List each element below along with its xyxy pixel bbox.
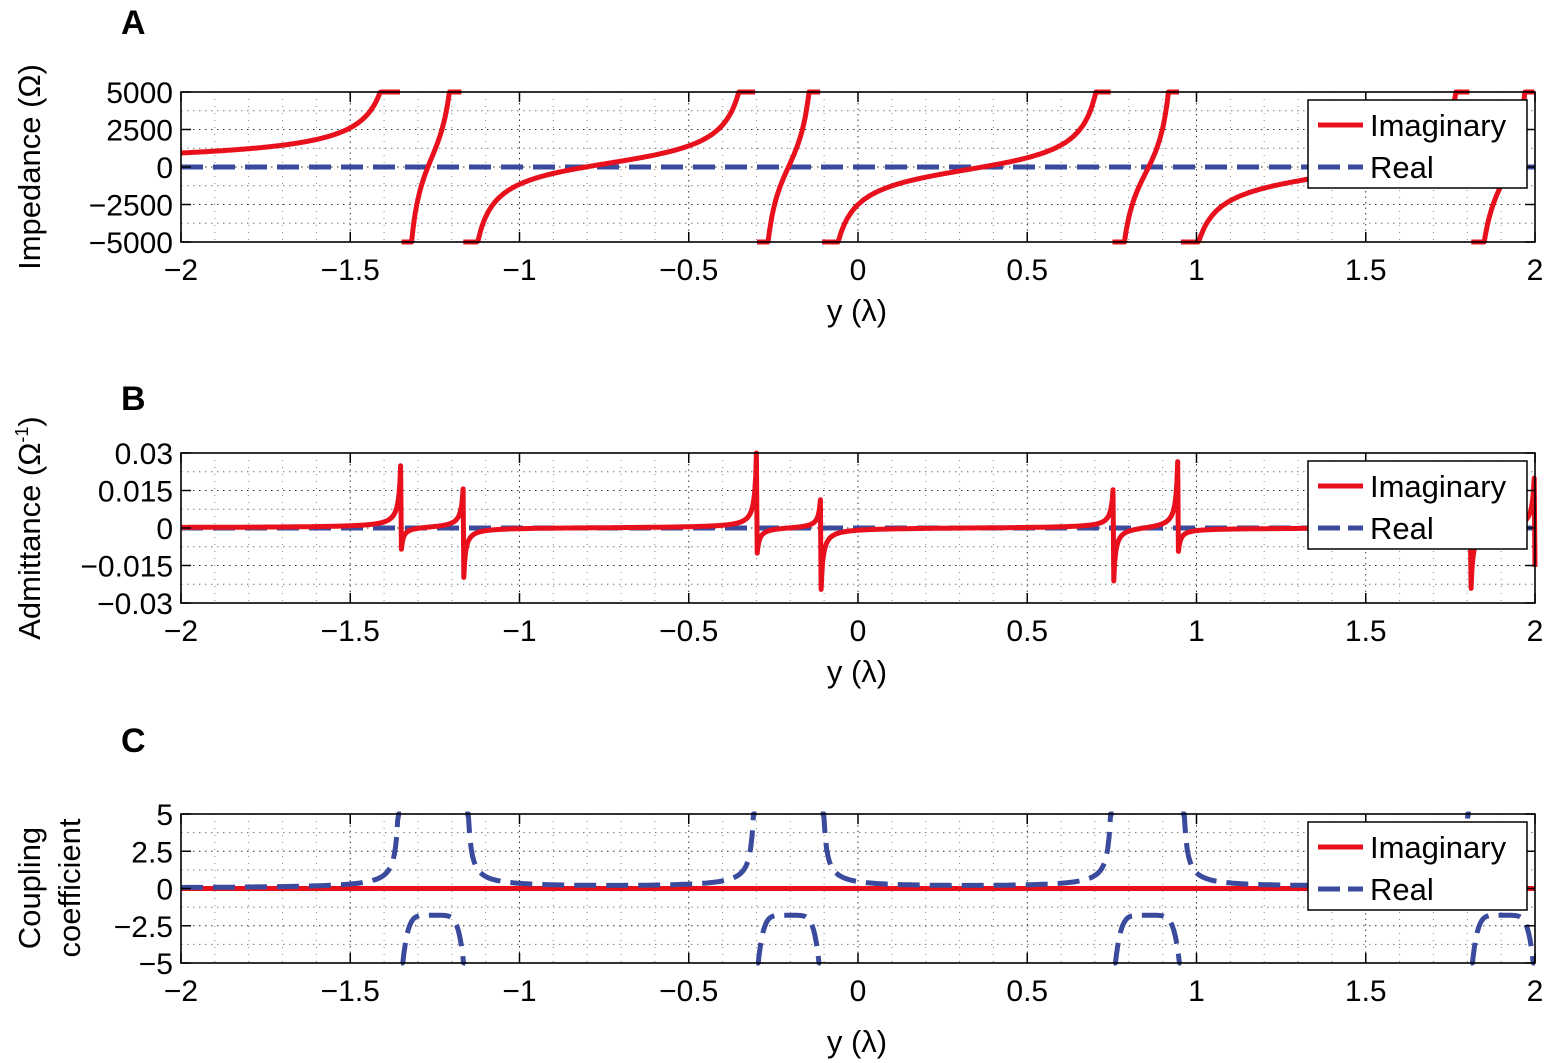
y-ticks-a: 5000 2500 0 −2500 −5000 [89, 77, 1535, 260]
panel-letter-b: B [121, 380, 146, 418]
panel-letter-a: A [121, 4, 146, 42]
y-tick-label: −2.5 [114, 911, 173, 944]
series-real-line [819, 811, 1115, 888]
y-axis-label-c-line2: coefficient [52, 818, 87, 957]
x-tick-label: −1.5 [321, 975, 380, 1008]
legend-box [1307, 821, 1528, 911]
legend-imaginary-label: Imaginary [1370, 108, 1507, 143]
x-tick-label: 2 [1527, 615, 1544, 648]
x-axis-label-c: y (λ) [827, 1024, 887, 1059]
y-axis-label-c-line1: Coupling [12, 827, 47, 949]
legend-c: Imaginary Real [1307, 821, 1528, 911]
x-tick-label: 2 [1527, 975, 1544, 1008]
y-tick-label: 5 [156, 799, 173, 832]
x-tick-label: 0 [850, 615, 867, 648]
y-tick-label: −0.03 [97, 588, 173, 621]
x-tick-label: 0 [850, 254, 867, 287]
legend-a: Imaginary Real [1307, 99, 1528, 189]
x-tick-label: −0.5 [659, 615, 718, 648]
y-tick-label: 5000 [106, 77, 173, 110]
x-tick-label: −1.5 [321, 615, 380, 648]
series-real-line [1111, 912, 1184, 966]
y-tick-label: 0 [156, 513, 173, 546]
series-real-line [1468, 912, 1538, 966]
y-tick-label: 2500 [106, 115, 173, 148]
series-imaginary-line [820, 89, 1112, 245]
series-imaginary-line [179, 89, 402, 156]
x-tick-label: 1.5 [1345, 615, 1387, 648]
y-axis-label-b: Admittance (Ω-1) [12, 416, 47, 640]
x-tick-label: 0.5 [1006, 254, 1048, 287]
x-ticks-c: −2 −1.5 −1 −0.5 0 0.5 1 1.5 2 [164, 814, 1543, 1008]
y-tick-label: 2.5 [131, 836, 173, 869]
series-real-line [179, 811, 403, 890]
x-tick-label: 2 [1527, 254, 1544, 287]
legend-b: Imaginary Real [1307, 460, 1528, 550]
y-axis-label-a: Impedance (Ω) [12, 64, 47, 270]
x-tick-label: 1 [1188, 254, 1205, 287]
x-tick-label: 1 [1188, 975, 1205, 1008]
x-tick-label: 0 [850, 975, 867, 1008]
x-ticks-b: −2 −1.5 −1 −0.5 0 0.5 1 1.5 2 [164, 453, 1543, 648]
panel-c: C Coupling coefficient 5 2.5 0 −2.5 −5 −2 −1.… [12, 722, 1543, 1059]
y-tick-label: −5 [139, 948, 173, 981]
y-tick-label: −5000 [89, 227, 173, 260]
legend-real-label: Real [1370, 150, 1434, 185]
series-real-line [398, 912, 468, 966]
x-tick-label: −1 [502, 254, 536, 287]
x-tick-label: −0.5 [659, 975, 718, 1008]
x-tick-label: −2 [164, 254, 198, 287]
x-tick-label: 0.5 [1006, 615, 1048, 648]
legend-box [1307, 99, 1528, 189]
series-real-line [754, 912, 823, 966]
x-axis-label-a: y (λ) [827, 293, 887, 328]
y-tick-label: −0.015 [80, 551, 173, 584]
series-imaginary-line [462, 89, 757, 245]
y-tick-label: −2500 [89, 190, 173, 223]
x-axis-label-b: y (λ) [827, 654, 887, 689]
y-ticks-b: 0.03 0.015 0 −0.015 −0.03 [80, 438, 1535, 621]
y-tick-label: 0 [156, 152, 173, 185]
x-tick-label: −2 [164, 615, 198, 648]
legend-real-label: Real [1370, 511, 1434, 546]
panel-letter-c: C [121, 722, 146, 760]
x-tick-label: 1.5 [1345, 254, 1387, 287]
x-tick-label: 0.5 [1006, 975, 1048, 1008]
legend-imaginary-label: Imaginary [1370, 830, 1507, 865]
x-tick-label: −1.5 [321, 254, 380, 287]
y-tick-label: 0.015 [98, 476, 173, 509]
series-real-line [464, 811, 758, 888]
panel-b: B Admittance (Ω-1) 0.03 0.015 0 −0.015 −0.03… [12, 380, 1543, 689]
x-tick-label: −1 [502, 615, 536, 648]
x-tick-label: 1.5 [1345, 975, 1387, 1008]
x-tick-label: −2 [164, 975, 198, 1008]
legend-real-label: Real [1370, 872, 1434, 907]
legend-box [1307, 460, 1528, 550]
y-tick-label: 0 [156, 874, 173, 907]
y-ticks-c: 5 2.5 0 −2.5 −5 [114, 799, 1535, 981]
x-ticks-a: −2 −1.5 −1 −0.5 0 0.5 1 1.5 2 [164, 92, 1543, 287]
x-tick-label: −1 [502, 975, 536, 1008]
x-tick-label: −0.5 [659, 254, 718, 287]
panel-a: A Impedance (Ω) 5000 2500 0 −2500 −5000 −2 −1… [12, 4, 1543, 328]
y-tick-label: 0.03 [115, 438, 173, 471]
legend-imaginary-label: Imaginary [1370, 469, 1507, 504]
x-tick-label: 1 [1188, 615, 1205, 648]
